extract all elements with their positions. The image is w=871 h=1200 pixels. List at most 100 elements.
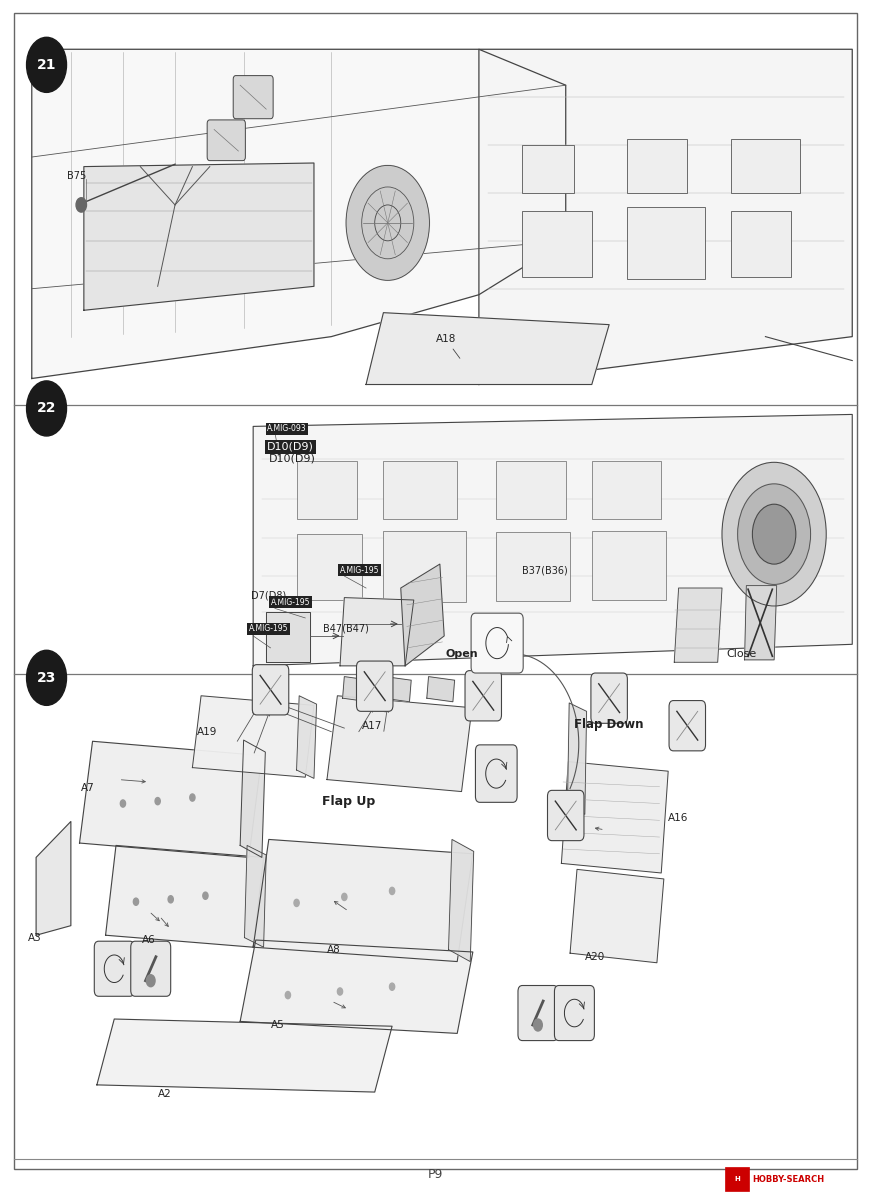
Circle shape [190,794,195,802]
Text: 21: 21 [37,58,57,72]
Bar [731,211,792,277]
Text: HOBBY-SEARCH: HOBBY-SEARCH [753,1175,825,1184]
Circle shape [120,800,125,808]
Polygon shape [192,696,314,778]
Bar [496,532,571,601]
Text: A17: A17 [361,721,382,731]
FancyBboxPatch shape [726,1168,749,1192]
Text: A.MIG-195: A.MIG-195 [340,565,380,575]
Polygon shape [745,586,777,660]
Bar [626,139,687,193]
Bar [297,461,357,518]
Polygon shape [245,846,267,947]
Polygon shape [342,677,370,702]
Text: 23: 23 [37,671,57,685]
Text: A.MIG-093: A.MIG-093 [267,425,307,433]
Polygon shape [449,840,474,961]
Polygon shape [571,869,664,962]
Circle shape [27,37,66,92]
Bar [731,139,800,193]
FancyBboxPatch shape [471,613,523,673]
Polygon shape [267,612,309,662]
FancyBboxPatch shape [356,661,393,712]
Bar [297,534,361,600]
FancyBboxPatch shape [253,665,289,715]
Polygon shape [31,49,566,378]
Polygon shape [401,564,444,666]
Text: B37(B36): B37(B36) [523,565,568,575]
FancyBboxPatch shape [518,985,558,1040]
FancyBboxPatch shape [465,671,502,721]
Circle shape [341,893,347,900]
Circle shape [146,974,155,986]
Polygon shape [84,163,314,311]
Text: A20: A20 [584,952,605,961]
FancyBboxPatch shape [476,745,517,803]
FancyBboxPatch shape [548,791,584,841]
Circle shape [294,899,300,906]
Polygon shape [240,940,473,1033]
Circle shape [753,504,796,564]
Circle shape [738,484,811,584]
Text: A18: A18 [436,334,460,359]
Circle shape [286,991,291,998]
Text: D7(D8): D7(D8) [252,590,287,600]
Polygon shape [427,677,455,702]
Polygon shape [366,313,609,384]
Polygon shape [97,1019,392,1092]
FancyBboxPatch shape [94,941,134,996]
Text: H: H [735,1176,740,1182]
Text: A7: A7 [81,782,95,793]
Text: Flap Up: Flap Up [322,794,375,808]
Bar [626,208,705,280]
Polygon shape [240,740,266,858]
Text: B47(B47): B47(B47) [322,624,368,634]
Circle shape [389,887,395,894]
Circle shape [27,650,66,706]
Text: A16: A16 [668,812,689,823]
Text: A6: A6 [142,935,156,946]
FancyBboxPatch shape [131,941,171,996]
Polygon shape [105,846,264,947]
Text: A.MIG-195: A.MIG-195 [271,598,310,607]
Circle shape [337,988,342,995]
Text: A8: A8 [327,944,341,954]
Polygon shape [674,588,722,662]
Bar [523,145,574,193]
Text: A19: A19 [197,727,217,737]
Text: A2: A2 [158,1090,172,1099]
FancyBboxPatch shape [669,701,706,751]
Text: D10(D9): D10(D9) [267,442,314,451]
Polygon shape [562,762,668,872]
Polygon shape [383,677,411,702]
Text: A3: A3 [27,932,41,943]
Circle shape [346,166,429,281]
Text: B75: B75 [66,172,85,181]
Bar [591,461,661,518]
Circle shape [361,187,414,259]
Circle shape [389,983,395,990]
Polygon shape [340,598,414,666]
Polygon shape [253,414,852,666]
Text: A.MIG-195: A.MIG-195 [249,624,288,634]
Circle shape [27,380,66,436]
Text: D10(D9): D10(D9) [269,454,315,463]
Bar [383,530,466,602]
FancyBboxPatch shape [233,76,273,119]
Polygon shape [297,696,316,779]
Polygon shape [479,49,852,384]
FancyBboxPatch shape [207,120,246,161]
FancyBboxPatch shape [555,985,594,1040]
Polygon shape [568,703,586,815]
Circle shape [133,898,138,905]
Text: P9: P9 [428,1168,443,1181]
Circle shape [375,205,401,241]
Text: Flap Down: Flap Down [574,718,644,731]
Bar [523,211,591,277]
Circle shape [203,892,208,899]
Text: A5: A5 [271,1020,284,1030]
Text: Close: Close [726,649,757,659]
Bar [383,461,457,518]
Circle shape [168,895,173,902]
Text: 22: 22 [37,402,57,415]
